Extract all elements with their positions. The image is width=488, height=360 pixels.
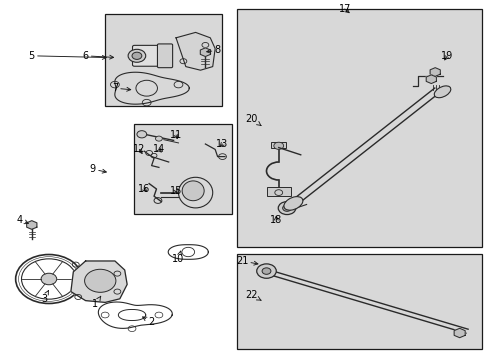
Text: 14: 14 bbox=[152, 144, 165, 154]
Text: 18: 18 bbox=[269, 215, 282, 225]
Text: 15: 15 bbox=[169, 186, 182, 196]
Text: 3: 3 bbox=[41, 291, 48, 304]
Text: 8: 8 bbox=[206, 45, 220, 55]
Circle shape bbox=[282, 205, 291, 211]
Text: 16: 16 bbox=[138, 184, 150, 194]
Bar bbox=[271, 142, 285, 148]
Text: 2: 2 bbox=[142, 317, 154, 327]
Polygon shape bbox=[27, 221, 37, 229]
Circle shape bbox=[155, 136, 162, 141]
Ellipse shape bbox=[178, 177, 212, 208]
Text: 11: 11 bbox=[169, 130, 182, 140]
Ellipse shape bbox=[433, 86, 450, 98]
Bar bbox=[266, 187, 290, 196]
Ellipse shape bbox=[284, 197, 302, 210]
Text: 7: 7 bbox=[112, 83, 130, 93]
Polygon shape bbox=[426, 75, 435, 84]
Text: 17: 17 bbox=[338, 4, 350, 14]
Text: 20: 20 bbox=[245, 114, 261, 126]
Circle shape bbox=[84, 269, 116, 292]
Circle shape bbox=[132, 52, 142, 59]
Bar bbox=[237, 254, 481, 349]
Text: 1: 1 bbox=[92, 296, 101, 309]
Bar bbox=[134, 124, 232, 214]
Text: 13: 13 bbox=[216, 139, 228, 149]
Text: 12: 12 bbox=[133, 144, 145, 154]
Text: 5: 5 bbox=[29, 51, 106, 61]
Circle shape bbox=[278, 202, 295, 215]
Text: 22: 22 bbox=[245, 290, 261, 300]
Ellipse shape bbox=[182, 181, 204, 201]
Circle shape bbox=[137, 131, 146, 138]
FancyBboxPatch shape bbox=[132, 45, 163, 66]
Text: 21: 21 bbox=[235, 256, 257, 266]
Text: 9: 9 bbox=[90, 164, 106, 174]
Text: 19: 19 bbox=[440, 51, 453, 61]
Circle shape bbox=[256, 264, 276, 278]
FancyBboxPatch shape bbox=[157, 44, 172, 68]
Polygon shape bbox=[429, 68, 439, 76]
Circle shape bbox=[273, 142, 283, 149]
Polygon shape bbox=[200, 48, 210, 57]
Polygon shape bbox=[71, 261, 127, 302]
Polygon shape bbox=[453, 328, 464, 338]
Bar bbox=[105, 14, 222, 106]
Polygon shape bbox=[176, 32, 215, 70]
Circle shape bbox=[262, 268, 270, 274]
Bar bbox=[237, 9, 481, 247]
Circle shape bbox=[128, 49, 145, 62]
Circle shape bbox=[41, 273, 57, 285]
Text: 6: 6 bbox=[82, 51, 113, 61]
Text: 4: 4 bbox=[17, 215, 28, 225]
Text: 10: 10 bbox=[172, 251, 184, 264]
